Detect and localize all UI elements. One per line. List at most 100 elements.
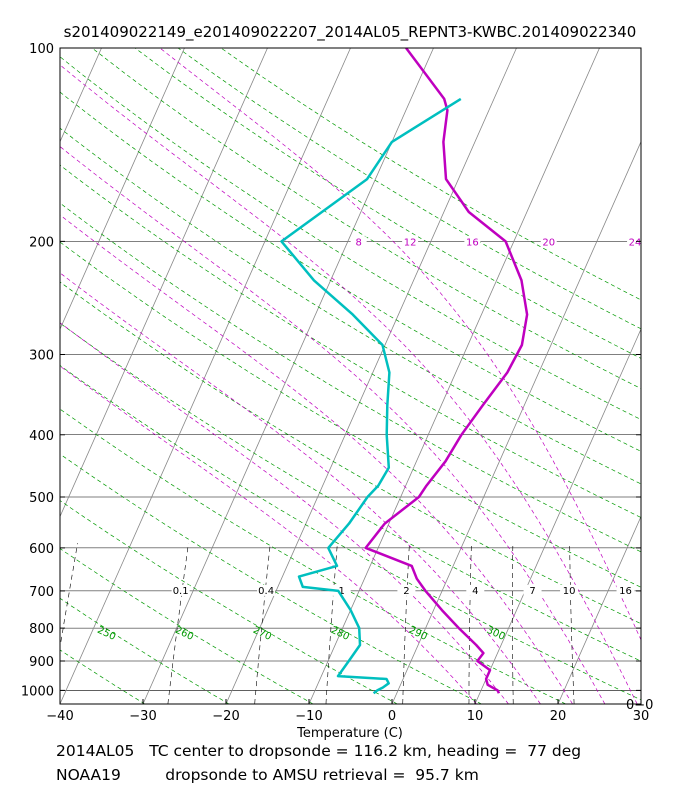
isotherm-line bbox=[391, 140, 641, 704]
x-axis-label: Temperature (C) bbox=[296, 726, 403, 741]
dry-adiabat-line bbox=[220, 48, 641, 301]
dry-adiabat-line bbox=[177, 48, 641, 330]
isotherm-lines bbox=[0, 48, 641, 704]
in-plot-labels: 81216202428320.10.4124710162502602702802… bbox=[95, 236, 642, 643]
moist-adiabat-line bbox=[60, 272, 541, 704]
y-tick-label: 100 bbox=[29, 42, 54, 57]
y-tick-label: 500 bbox=[29, 491, 54, 506]
moist-label-bg bbox=[464, 236, 481, 248]
isotherm-line bbox=[308, 48, 600, 704]
mixing-ratio-label: 4 bbox=[472, 586, 478, 597]
mixing-label-bg bbox=[616, 584, 635, 596]
y-tick-label: 800 bbox=[29, 622, 54, 637]
dry-adiabat-line bbox=[60, 202, 641, 553]
mixing-ratio-line bbox=[512, 543, 514, 704]
x-tick-label: 30 bbox=[633, 709, 650, 724]
moist-adiabat-lines bbox=[60, 48, 641, 704]
dry-adiabat-line bbox=[60, 56, 641, 420]
x-tick-label: 20 bbox=[550, 709, 567, 724]
dry-adiabat-line bbox=[60, 500, 398, 704]
dry-adiabat-line bbox=[60, 703, 61, 704]
isotherm-line bbox=[142, 48, 434, 704]
moist-adiabat-line bbox=[60, 365, 477, 704]
moist-label-bg bbox=[540, 236, 557, 248]
dry-adiabat-line bbox=[60, 649, 145, 704]
sounding-profiles bbox=[280, 48, 529, 695]
dry-adiabat-line bbox=[91, 48, 641, 389]
mixing-ratio-line bbox=[60, 543, 78, 649]
dry-adiabat-lines bbox=[60, 48, 641, 704]
dry-adiabat-label: 280 bbox=[329, 625, 351, 643]
dry-adiabat-label: 260 bbox=[173, 625, 195, 643]
footer-line-1: 2014AL05 TC center to dropsonde = 116.2 … bbox=[56, 742, 582, 760]
moist-adiabat-line bbox=[60, 146, 606, 704]
y-tick-label: 300 bbox=[29, 348, 54, 363]
moist-adiabat-label: 16 bbox=[466, 237, 479, 248]
y-tick-label: 600 bbox=[29, 542, 54, 557]
mixing-ratio-label: 0.1 bbox=[173, 586, 189, 597]
mixing-ratio-line bbox=[167, 543, 189, 704]
moist-adiabat-label: 20 bbox=[542, 237, 555, 248]
mixing-ratio-label: 1 bbox=[338, 586, 344, 597]
moist-adiabat-line bbox=[60, 64, 638, 704]
moist-adiabat-label: 24 bbox=[629, 237, 642, 248]
mixing-label-bg bbox=[257, 584, 276, 596]
moist-label-bg bbox=[402, 236, 419, 248]
mixing-ratio-label: 0.4 bbox=[258, 586, 274, 597]
isotherm-line bbox=[60, 48, 185, 331]
moist-label-bg bbox=[350, 236, 367, 248]
dry-adiabat-line bbox=[60, 322, 641, 662]
temperature-profile-line bbox=[364, 48, 529, 694]
isotherm-line bbox=[474, 328, 641, 704]
plot-area: 81216202428320.10.4124710162502602702802… bbox=[0, 48, 642, 704]
dry-adiabat-line bbox=[60, 241, 641, 588]
x-axis: −40 −30 −20 −10 0 10 20 30 bbox=[46, 699, 649, 724]
footer-line-2: NOAA19 dropsonde to AMSU retrieval = 95.… bbox=[56, 766, 479, 784]
dry-adiabat-line bbox=[134, 48, 641, 359]
mixing-ratio-label: 2 bbox=[403, 586, 409, 597]
isotherm-line bbox=[60, 48, 268, 518]
isotherm-line bbox=[60, 48, 102, 143]
isotherm-line bbox=[557, 515, 641, 704]
dry-adiabat-line bbox=[60, 453, 482, 704]
dewpoint-profile-line bbox=[280, 97, 462, 695]
dry-adiabat-line bbox=[60, 597, 230, 704]
mixing-label-bg bbox=[332, 584, 351, 596]
moist-label-bg bbox=[627, 236, 641, 248]
x-tick-label: −40 bbox=[46, 709, 73, 724]
isotherm-line bbox=[0, 48, 19, 704]
dry-adiabat-line bbox=[60, 91, 641, 452]
dry-adiabat-label: 250 bbox=[95, 625, 117, 643]
dry-adiabat-line bbox=[60, 281, 641, 625]
mixing-label-bg bbox=[171, 584, 190, 596]
y-tick-label: 1000 bbox=[21, 684, 54, 699]
mixing-ratio-label: 7 bbox=[529, 586, 535, 597]
mixing-ratio-line bbox=[569, 543, 575, 704]
dry-adiabat-line bbox=[60, 164, 641, 518]
x-tick-label: −10 bbox=[295, 709, 322, 724]
moist-adiabat-label: 12 bbox=[404, 237, 417, 248]
mixing-ratio-line bbox=[254, 543, 271, 704]
moist-adiabat-line bbox=[159, 48, 641, 641]
mixing-ratio-label: 16 bbox=[619, 586, 632, 597]
x-tick-label: −20 bbox=[212, 709, 239, 724]
plot-frame bbox=[59, 47, 642, 705]
y-tick-label: 700 bbox=[29, 585, 54, 600]
y-tick-label: 900 bbox=[29, 655, 54, 670]
isotherm-line bbox=[640, 703, 641, 704]
corner-label: 0−0 bbox=[626, 698, 653, 713]
mixing-ratio-label: 10 bbox=[563, 586, 576, 597]
mixing-label-bg bbox=[397, 584, 416, 596]
mixing-label-bg bbox=[523, 584, 542, 596]
y-tick-label: 400 bbox=[29, 429, 54, 444]
dry-adiabat-line bbox=[60, 408, 566, 704]
y-axis: 100 200 300 400 500 600 700 800 900 1000 bbox=[21, 42, 641, 699]
moist-adiabat-line bbox=[60, 214, 573, 704]
mixing-label-bg bbox=[560, 584, 579, 596]
mixing-ratio-line bbox=[468, 543, 472, 704]
dry-adiabat-line bbox=[60, 548, 314, 704]
isotherm-line bbox=[225, 48, 517, 704]
dry-adiabat-line bbox=[60, 364, 641, 701]
chart-title: s201409022149_e201409022207_2014AL05_REP… bbox=[64, 23, 637, 42]
mixing-ratio-line bbox=[325, 543, 338, 704]
